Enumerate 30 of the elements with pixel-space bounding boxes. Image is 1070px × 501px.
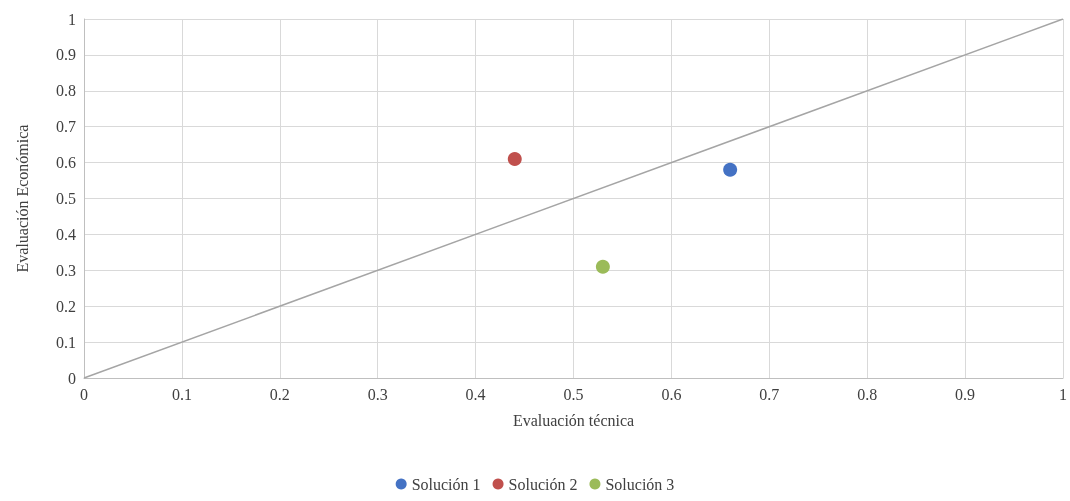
- y-tick-label: 0: [68, 369, 76, 387]
- y-tick-label: 0.8: [56, 82, 76, 100]
- x-tick-label: 0.9: [955, 385, 976, 403]
- y-tick-label: 0.4: [56, 225, 76, 243]
- x-tick-label: 0.2: [269, 385, 290, 403]
- x-tick-label: 0.1: [171, 385, 192, 403]
- legend-label: Solución 1: [411, 475, 481, 493]
- x-tick-label: 0: [80, 385, 88, 403]
- legend-label: Solución 2: [508, 475, 578, 493]
- y-tick-label: 0.7: [56, 118, 76, 136]
- y-tick-label: 1: [68, 10, 76, 28]
- point: [595, 259, 610, 274]
- x-axis-title: Evaluación técnica: [512, 411, 635, 429]
- y-tick-label: 0.2: [56, 297, 76, 315]
- x-tick-label: 1: [1059, 385, 1067, 403]
- legend-label: Solución 3: [605, 475, 675, 493]
- x-tick-label: 0.7: [759, 385, 780, 403]
- x-tick-label: 0.4: [465, 385, 486, 403]
- y-tick-label: 0.5: [56, 190, 76, 207]
- x-tick-label: 0.5: [563, 385, 584, 403]
- x-tick-label: 0.6: [661, 385, 682, 403]
- x-tick-label: 0.8: [857, 385, 878, 403]
- y-tick-label: 0.3: [56, 261, 76, 279]
- point: [723, 162, 738, 177]
- y-tick-label: 0.9: [56, 46, 76, 64]
- x-tick-label: 0.3: [367, 385, 388, 403]
- y-tick-label: 0.1: [56, 333, 76, 351]
- y-tick-label: 0.6: [56, 154, 76, 172]
- y-axis-title: Evaluación Económica: [13, 124, 31, 273]
- point: [507, 152, 522, 167]
